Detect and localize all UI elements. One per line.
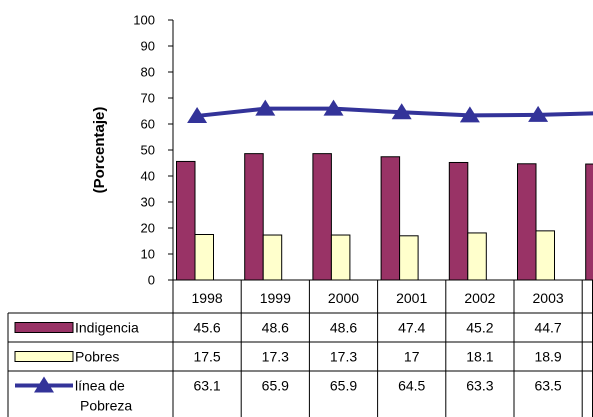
bar-pobres-2003 [535,230,555,281]
legend-key-marker [34,376,54,393]
bar-indigencia-2003 [517,163,537,281]
x-category-label: 2002 [464,290,495,306]
data-label: 18.1 [466,349,493,365]
x-category-label: 2000 [328,290,359,306]
data-label: 17.5 [193,349,220,365]
data-label: 18.9 [534,349,561,365]
bar-pobres-2001 [399,235,419,281]
y-tick-label: 80 [141,65,155,80]
data-label: 63.5 [534,378,561,394]
y-tick-label: 70 [141,91,155,106]
data-label: 45.6 [193,320,220,336]
data-label: 17 [404,349,420,365]
data-label: 65.9 [330,378,357,394]
legend-label: Indigencia [75,320,139,336]
bar-indigencia-2000 [312,153,332,281]
x-category-label: 2003 [533,290,564,306]
x-category-label: 2001 [396,290,427,306]
y-tick-label: 60 [141,117,155,132]
y-tick-label: 10 [141,247,155,262]
line-marker-2001 [391,103,412,120]
legend-key-pobres [14,351,74,362]
y-tick-label: 90 [141,39,155,54]
legend-label: Pobres [75,349,119,365]
data-label: 63.3 [466,378,493,394]
y-axis-label: (Porcentaje) [91,107,108,194]
bar-indigencia-1998 [176,160,196,281]
line-marker-2003 [528,105,549,122]
line-marker-2000 [323,99,344,116]
data-label: 17.3 [330,349,357,365]
y-tick-label: 50 [141,143,155,158]
y-tick-label: 20 [141,221,155,236]
data-label: 63.1 [193,378,220,394]
data-label: 17.3 [262,349,289,365]
legend-label: línea de Pobreza [75,378,132,414]
bar-pobres-1998 [194,234,214,281]
bar-pobres-2000 [330,234,351,281]
bar-pobres-1999 [262,234,283,281]
data-label: 44.7 [534,320,561,336]
data-label: 45.2 [466,320,493,336]
bar-indigencia-2002 [448,161,469,281]
y-tick-label: 30 [141,195,155,210]
y-tick-label: 100 [133,13,155,28]
y-tick-label: 40 [141,169,155,184]
line-marker-2002 [459,106,480,123]
line-marker-1998 [187,106,208,123]
bar-indigencia-1999 [244,153,264,281]
data-label: 48.6 [330,320,357,336]
data-label: 65.9 [262,378,289,394]
data-label: 48.6 [262,320,289,336]
x-category-label: 1999 [260,290,291,306]
line-marker-1999 [255,99,276,116]
bar-indigencia-2004 [585,163,593,281]
bar-indigencia-2001 [380,156,401,281]
bar-pobres-2002 [467,232,487,281]
data-label: 64.5 [398,378,425,394]
x-category-label: 1998 [192,290,223,306]
data-label: 47.4 [398,320,425,336]
legend-key-indigencia [14,322,74,333]
y-tick-label: 0 [148,273,155,288]
